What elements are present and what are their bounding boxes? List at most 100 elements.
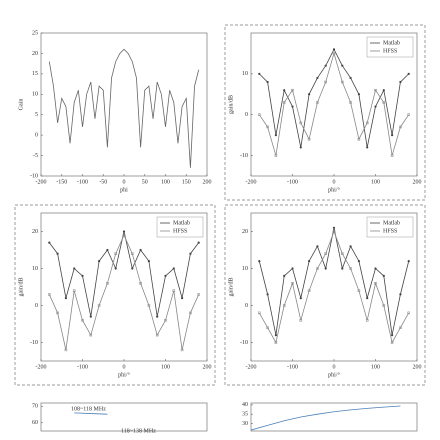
y-tick-label: -5 (33, 153, 38, 159)
data-point (324, 267, 327, 270)
data-point (172, 289, 176, 292)
x-tick-label: -100 (77, 364, 88, 370)
y-tick-label: 10 (32, 266, 38, 272)
x-tick-label: 100 (161, 364, 170, 370)
x-tick-label: 0 (123, 364, 126, 370)
x-tick-label: -200 (246, 179, 257, 185)
y-axis-label: gain/dB (228, 95, 234, 114)
data-point (332, 230, 336, 233)
data-point (299, 146, 302, 149)
data-point (64, 297, 67, 300)
x-tick-label: 150 (182, 179, 191, 185)
data-point (316, 76, 319, 80)
y-tick-label: 0 (35, 133, 38, 139)
data-point (64, 348, 68, 352)
y-tick-label: 0 (245, 303, 248, 309)
data-point (189, 311, 192, 315)
x-tick-label: 200 (413, 364, 422, 370)
x-tick-label: 50 (142, 179, 148, 185)
data-point (106, 282, 109, 285)
data-point (366, 297, 369, 300)
x-tick-label: 0 (333, 364, 336, 370)
data-point (164, 319, 167, 322)
data-point (365, 319, 369, 322)
x-tick-label: -200 (36, 364, 47, 370)
data-point (56, 252, 59, 255)
data-point (357, 93, 360, 96)
y-tick-label: -10 (240, 340, 248, 346)
data-point (72, 289, 76, 292)
y-tick-label: 20 (32, 51, 38, 57)
series-line (258, 51, 410, 156)
data-point (316, 101, 319, 104)
y-axis-label: gain/dB (18, 278, 24, 297)
y-tick-label: 0 (35, 303, 38, 309)
x-axis-label: phi (120, 187, 128, 193)
data-point (283, 274, 286, 277)
data-point (274, 134, 277, 137)
data-point (390, 341, 394, 344)
data-point (81, 274, 84, 277)
x-tick-label: 200 (203, 364, 212, 370)
plot-frame (40, 32, 208, 177)
chart-panel: 60 70 108~118 MHz 118~138 MHz (32, 402, 208, 434)
data-point (180, 348, 184, 352)
data-point (122, 233, 126, 237)
x-tick-label: 100 (371, 179, 380, 185)
x-tick-label: 200 (413, 179, 422, 185)
data-point (274, 341, 278, 344)
x-tick-label: 100 (161, 179, 170, 185)
x-tick-label: -100 (287, 364, 298, 370)
y-tick-label: 30 (242, 421, 248, 427)
x-tick-label: -100 (77, 179, 88, 185)
x-tick-label: -200 (246, 364, 257, 370)
data-point (382, 101, 386, 104)
data-point (258, 260, 261, 263)
y-tick-label: 10 (242, 266, 248, 272)
data-point (332, 48, 336, 51)
x-tick-label: 200 (203, 179, 212, 185)
data-point (147, 260, 150, 263)
data-point (382, 274, 385, 277)
data-point (382, 89, 385, 92)
legend-label: HFSS (383, 48, 397, 54)
panel-border (224, 24, 426, 201)
data-point (181, 297, 184, 300)
series-line (258, 230, 410, 344)
data-point (399, 326, 402, 329)
data-point (266, 125, 269, 129)
y-axis-label: Gain (18, 99, 24, 111)
data-point (266, 80, 269, 84)
data-point (391, 134, 394, 137)
data-point (114, 252, 117, 255)
x-axis-label: phi/° (118, 371, 130, 378)
data-point (139, 282, 142, 285)
data-point (324, 80, 327, 84)
data-point (382, 304, 386, 307)
data-point (349, 245, 352, 248)
data-point (349, 267, 352, 270)
data-point (48, 293, 51, 296)
data-point (291, 267, 294, 270)
data-point (407, 260, 410, 263)
y-tick-label: 25 (32, 30, 38, 36)
data-point (307, 137, 311, 141)
data-point (97, 304, 101, 307)
y-tick-label: 10 (32, 92, 38, 98)
data-point (390, 154, 394, 157)
data-point (366, 146, 369, 149)
data-point (147, 304, 151, 307)
data-point (89, 315, 92, 318)
data-point (357, 260, 360, 263)
data-point (307, 289, 311, 292)
data-point (374, 88, 377, 92)
series-line (259, 48, 409, 148)
data-point (114, 267, 117, 270)
data-point (291, 105, 294, 108)
data-point (324, 64, 327, 67)
